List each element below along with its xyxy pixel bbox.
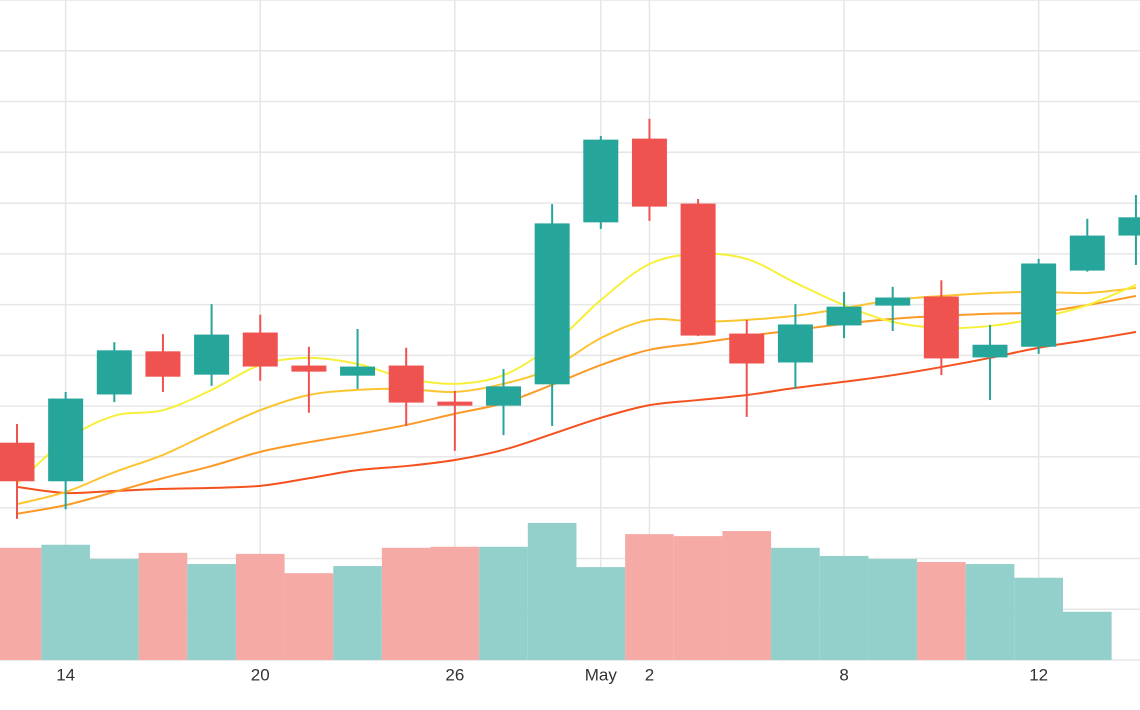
volume-bar	[917, 562, 966, 660]
x-tick-label: 2	[645, 665, 654, 684]
candle-body	[826, 306, 862, 326]
x-tick-label: 26	[445, 665, 464, 684]
volume-bar	[1014, 577, 1063, 660]
candle-body	[291, 365, 327, 372]
volume-bar	[89, 558, 139, 660]
candle-body	[1021, 263, 1057, 347]
volume-bar	[576, 567, 626, 660]
candles	[0, 118, 1140, 519]
candle-body	[729, 333, 765, 364]
x-tick-label: 20	[251, 665, 270, 684]
volume-bar	[965, 564, 1015, 660]
volume-bar	[771, 547, 820, 660]
volume-bar	[527, 522, 577, 660]
volume-bar	[868, 558, 918, 660]
candle-body	[583, 139, 619, 223]
candle-body	[680, 203, 716, 336]
candle-body	[145, 351, 181, 377]
volume-bar	[479, 546, 528, 660]
volume-bar	[381, 547, 431, 660]
candle-body	[1118, 217, 1140, 236]
candle-body	[96, 350, 132, 395]
candle-body	[972, 344, 1008, 358]
volume-bar	[1062, 611, 1112, 660]
candle-body	[486, 386, 521, 406]
x-tick-label: 14	[56, 665, 75, 684]
volume-bar	[0, 547, 42, 660]
candle-body	[340, 366, 376, 376]
candle-body	[194, 334, 230, 375]
candle-body	[534, 223, 570, 385]
volume-bar	[235, 553, 285, 660]
candle-body	[923, 296, 959, 359]
x-tick-label: 8	[839, 665, 848, 684]
candle-body	[1069, 235, 1105, 271]
candle-body	[0, 442, 35, 482]
volume-bar	[819, 555, 869, 660]
candle-body	[875, 297, 911, 306]
candle-body	[242, 332, 278, 367]
volume-bars	[0, 522, 1112, 660]
volume-bar	[430, 546, 480, 660]
x-tick-label: 12	[1029, 665, 1048, 684]
candle-body	[48, 398, 84, 482]
volume-bar	[625, 534, 674, 660]
volume-bar	[41, 544, 90, 660]
candle-body	[777, 324, 813, 363]
volume-bar	[187, 564, 236, 660]
volume-bar	[333, 566, 382, 660]
candle-body	[388, 365, 424, 403]
moving-average-line	[16, 331, 1137, 495]
volume-bar	[138, 552, 188, 660]
x-tick-label: May	[585, 665, 618, 684]
volume-bar	[673, 536, 723, 660]
moving-average-line	[16, 286, 1137, 506]
volume-bar	[284, 573, 334, 660]
candle-body	[631, 138, 667, 207]
volume-bar	[722, 531, 772, 660]
candle-body	[437, 401, 473, 406]
